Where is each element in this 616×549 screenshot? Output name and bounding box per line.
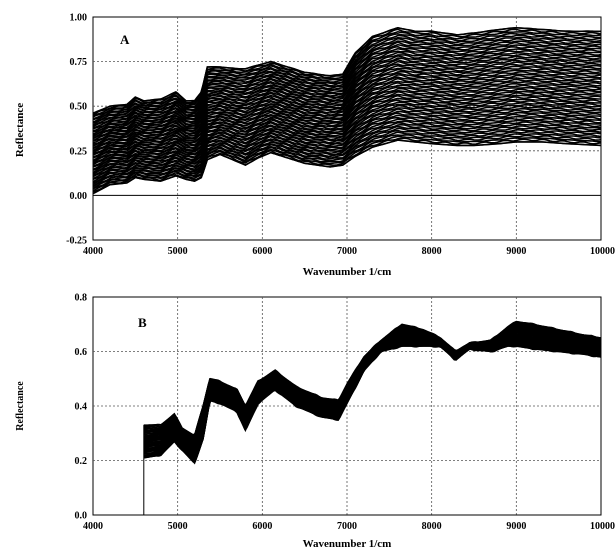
spectrum-line (92, 104, 602, 171)
spectrum-line (92, 63, 602, 140)
x-tick-label: 6000 (252, 246, 272, 257)
x-tick-label: 5000 (168, 521, 188, 532)
panel-a: -0.25 0.00 0.25 0.50 0.75 1.00 4000 5000 6000 70… (14, 13, 615, 279)
panel-b-x-tick-labels: 4000 5000 6000 7000 8000 9000 10000 (83, 521, 615, 532)
spectrum-line (92, 118, 602, 180)
spectrum-line (92, 90, 602, 162)
y-tick-label: 1.00 (70, 13, 88, 24)
x-tick-label: 10000 (590, 521, 615, 532)
upper-envelope-line (92, 26, 601, 114)
upper-envelope-line (143, 320, 602, 438)
spectrum-line (92, 135, 601, 192)
x-tick-label: 7000 (337, 246, 357, 257)
panel-b-gridlines (93, 297, 601, 516)
y-tick-label: 0.0 (75, 511, 88, 522)
spectrum-line (92, 64, 602, 142)
spectrum-line (92, 127, 602, 187)
y-tick-label: 0.25 (70, 146, 88, 157)
spectrum-line (92, 36, 602, 121)
x-tick-label: 9000 (506, 521, 526, 532)
panel-a-y-tick-labels: -0.25 0.00 0.25 0.50 0.75 1.00 (66, 13, 87, 247)
x-tick-label: 7000 (337, 521, 357, 532)
spectrum-line (92, 81, 602, 154)
lower-envelope-line (143, 345, 602, 465)
x-tick-label: 8000 (422, 246, 442, 257)
y-tick-label: 0.00 (70, 191, 88, 202)
spectrum-line (92, 68, 601, 144)
y-tick-label: 0.2 (75, 456, 88, 467)
spectrum-line (92, 103, 602, 168)
panel-b-y-axis-label: Reflectance (15, 381, 26, 431)
panel-b-spectra (143, 320, 602, 515)
spectrum-line (92, 60, 602, 139)
x-tick-label: 8000 (422, 521, 442, 532)
panel-b-letter: B (138, 315, 147, 330)
spectrum-line (92, 74, 602, 149)
x-tick-label: 5000 (168, 246, 188, 257)
spectrum-line (92, 89, 601, 159)
x-tick-label: 9000 (506, 246, 526, 257)
lower-envelope-line (92, 139, 602, 195)
panel-b-y-tick-labels: 0.0 0.2 0.4 0.6 0.8 (75, 293, 88, 522)
x-tick-label: 10000 (590, 246, 615, 257)
spectrum-line (92, 51, 601, 132)
panel-b: 0.0 0.2 0.4 0.6 0.8 4000 5000 6000 7000 8000 9000… (15, 293, 615, 549)
y-tick-label: 0.8 (75, 293, 88, 304)
panel-b-x-axis-label: Wavenumber 1/cm (303, 538, 392, 549)
spectrum-line (92, 116, 602, 178)
y-tick-label: 0.50 (70, 102, 88, 113)
spectrum-line (92, 37, 602, 123)
x-tick-label: 6000 (252, 521, 272, 532)
panel-a-x-axis-label: Wavenumber 1/cm (303, 266, 392, 278)
y-tick-label: -0.25 (66, 236, 87, 247)
spectrum-line (92, 110, 602, 175)
spectrum-line (92, 93, 601, 162)
y-tick-label: 0.4 (75, 402, 88, 413)
y-tick-label: 0.75 (70, 57, 88, 68)
spectrum-line (92, 124, 602, 184)
y-tick-label: 0.6 (75, 347, 88, 358)
spectrum-line (92, 131, 602, 190)
spectrum-line (92, 107, 602, 172)
spectrum-line (92, 77, 602, 152)
panel-a-spectra (92, 26, 602, 195)
panel-a-y-axis-label: Reflectance (14, 103, 26, 157)
spectrum-line (92, 121, 602, 183)
spectrum-line (92, 87, 602, 158)
panel-a-x-tick-labels: 4000 5000 6000 7000 8000 9000 10000 (83, 246, 615, 257)
x-tick-label: 4000 (83, 521, 103, 532)
x-tick-label: 4000 (83, 246, 103, 257)
panel-a-letter: A (120, 32, 130, 47)
